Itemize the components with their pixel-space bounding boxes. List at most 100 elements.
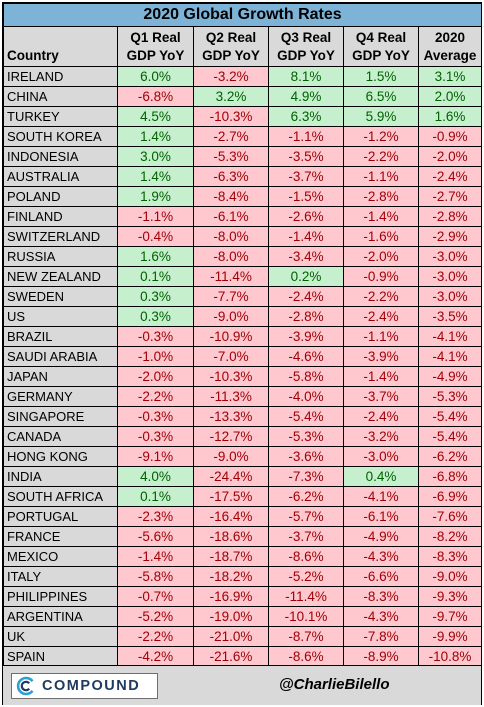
compound-logo: COMPOUND bbox=[11, 673, 158, 699]
country-cell: PORTUGAL bbox=[3, 506, 118, 527]
value-cell-q4: -2.0% bbox=[343, 246, 419, 267]
value-cell-q1: -6.8% bbox=[117, 86, 194, 107]
value-cell-q2: 3.2% bbox=[193, 86, 269, 107]
value-cell-q4: 6.5% bbox=[343, 86, 419, 107]
compound-logo-icon bbox=[16, 676, 34, 696]
value-cell-avg: -4.1% bbox=[417, 326, 483, 347]
value-cell-q2: -11.3% bbox=[193, 386, 269, 407]
value-cell-q3: 0.2% bbox=[268, 266, 344, 287]
value-cell-q1: 1.4% bbox=[117, 166, 194, 187]
value-cell-q2: -16.9% bbox=[193, 586, 269, 607]
value-cell-q2: -18.7% bbox=[193, 546, 269, 567]
column-header-line: Q2 Real bbox=[205, 29, 257, 45]
table-row: ARGENTINA -5.2% -19.0% -10.1% -4.3% -9.7% bbox=[3, 606, 483, 627]
table-row: SWEDEN 0.3% -7.7% -2.4% -2.2% -3.0% bbox=[3, 286, 483, 307]
value-cell-q2: -8.4% bbox=[193, 186, 269, 207]
country-cell: AUSTRALIA bbox=[3, 166, 118, 187]
value-cell-avg: -6.8% bbox=[417, 466, 483, 487]
value-cell-q4: -4.1% bbox=[343, 486, 419, 507]
value-cell-q1: -1.0% bbox=[117, 346, 194, 367]
column-header-line: Q3 Real bbox=[280, 29, 332, 45]
value-cell-q1: -2.3% bbox=[117, 506, 194, 527]
value-cell-q2: -2.7% bbox=[193, 126, 269, 147]
column-header-q3: Q3 Real GDP YoY bbox=[268, 26, 344, 67]
value-cell-q3: -3.5% bbox=[268, 146, 344, 167]
country-cell: SOUTH AFRICA bbox=[3, 486, 118, 507]
table-row: CANADA -0.3% -12.7% -5.3% -3.2% -5.4% bbox=[3, 426, 483, 447]
value-cell-q4: -4.3% bbox=[343, 546, 419, 567]
value-cell-avg: -7.6% bbox=[417, 506, 483, 527]
value-cell-q2: -6.1% bbox=[193, 206, 269, 227]
table-row: FRANCE -5.6% -18.6% -3.7% -4.9% -8.2% bbox=[3, 526, 483, 547]
table-row: CHINA -6.8% 3.2% 4.9% 6.5% 2.0% bbox=[3, 86, 483, 107]
value-cell-avg: -0.9% bbox=[417, 126, 483, 147]
value-cell-avg: -4.9% bbox=[417, 366, 483, 387]
value-cell-q3: 6.3% bbox=[268, 106, 344, 127]
value-cell-avg: 1.6% bbox=[417, 106, 483, 127]
value-cell-q4: -8.9% bbox=[343, 646, 419, 667]
value-cell-avg: -2.8% bbox=[417, 206, 483, 227]
value-cell-q3: -1.5% bbox=[268, 186, 344, 207]
value-cell-q4: -7.8% bbox=[343, 626, 419, 647]
value-cell-avg: -6.9% bbox=[417, 486, 483, 507]
value-cell-q4: -1.2% bbox=[343, 126, 419, 147]
country-cell: RUSSIA bbox=[3, 246, 118, 267]
column-header-line: Average bbox=[423, 47, 477, 63]
table-row: SWITZERLAND -0.4% -8.0% -1.4% -1.6% -2.9% bbox=[3, 226, 483, 247]
value-cell-q2: -10.3% bbox=[193, 366, 269, 387]
value-cell-q4: -2.2% bbox=[343, 286, 419, 307]
header-row: Country Q1 Real GDP YoY Q2 Real GDP YoY Q3 Re… bbox=[3, 26, 483, 67]
table-row: POLAND 1.9% -8.4% -1.5% -2.8% -2.7% bbox=[3, 186, 483, 207]
value-cell-q4: -6.1% bbox=[343, 506, 419, 527]
value-cell-q2: -11.4% bbox=[193, 266, 269, 287]
value-cell-avg: -9.7% bbox=[417, 606, 483, 627]
country-cell: IRELAND bbox=[3, 66, 118, 87]
value-cell-q2: -18.2% bbox=[193, 566, 269, 587]
value-cell-q3: -4.0% bbox=[268, 386, 344, 407]
value-cell-q4: -1.1% bbox=[343, 166, 419, 187]
value-cell-q4: -8.3% bbox=[343, 586, 419, 607]
value-cell-q1: 1.6% bbox=[117, 246, 194, 267]
column-header-line: Country bbox=[7, 48, 59, 63]
value-cell-avg: -3.5% bbox=[417, 306, 483, 327]
value-cell-q1: -2.2% bbox=[117, 386, 194, 407]
column-header-line: GDP YoY bbox=[277, 47, 335, 63]
value-cell-q3: 4.9% bbox=[268, 86, 344, 107]
value-cell-q1: 0.1% bbox=[117, 486, 194, 507]
value-cell-avg: -2.9% bbox=[417, 226, 483, 247]
value-cell-q3: -3.7% bbox=[268, 166, 344, 187]
table-row: FINLAND -1.1% -6.1% -2.6% -1.4% -2.8% bbox=[3, 206, 483, 227]
table-row: HONG KONG -9.1% -9.0% -3.6% -3.0% -6.2% bbox=[3, 446, 483, 467]
column-header-country: Country bbox=[3, 26, 118, 67]
value-cell-q2: -10.9% bbox=[193, 326, 269, 347]
value-cell-q1: -0.3% bbox=[117, 426, 194, 447]
value-cell-q2: -9.0% bbox=[193, 306, 269, 327]
value-cell-q4: -4.9% bbox=[343, 526, 419, 547]
value-cell-q3: -11.4% bbox=[268, 586, 344, 607]
country-cell: CHINA bbox=[3, 86, 118, 107]
country-cell: JAPAN bbox=[3, 366, 118, 387]
value-cell-q4: -1.4% bbox=[343, 206, 419, 227]
value-cell-avg: -10.8% bbox=[417, 646, 483, 667]
country-cell: SWEDEN bbox=[3, 286, 118, 307]
value-cell-avg: -8.3% bbox=[417, 546, 483, 567]
value-cell-q4: -1.4% bbox=[343, 366, 419, 387]
value-cell-q1: -4.2% bbox=[117, 646, 194, 667]
table-row: IRELAND 6.0% -3.2% 8.1% 1.5% 3.1% bbox=[3, 66, 483, 87]
country-cell: INDONESIA bbox=[3, 146, 118, 167]
value-cell-q4: -1.6% bbox=[343, 226, 419, 247]
table-row: SPAIN -4.2% -21.6% -8.6% -8.9% -10.8% bbox=[3, 646, 483, 667]
value-cell-q4: -3.9% bbox=[343, 346, 419, 367]
value-cell-q1: -5.6% bbox=[117, 526, 194, 547]
value-cell-q1: -2.2% bbox=[117, 626, 194, 647]
value-cell-q3: -3.4% bbox=[268, 246, 344, 267]
table-row: GERMANY -2.2% -11.3% -4.0% -3.7% -5.3% bbox=[3, 386, 483, 407]
value-cell-avg: -6.2% bbox=[417, 446, 483, 467]
value-cell-avg: -2.7% bbox=[417, 186, 483, 207]
value-cell-q2: -18.6% bbox=[193, 526, 269, 547]
value-cell-q3: -2.6% bbox=[268, 206, 344, 227]
value-cell-q2: -9.0% bbox=[193, 446, 269, 467]
table-body: IRELAND 6.0% -3.2% 8.1% 1.5% 3.1% CHINA -6.8% 3.… bbox=[3, 66, 483, 667]
value-cell-q3: -2.8% bbox=[268, 306, 344, 327]
